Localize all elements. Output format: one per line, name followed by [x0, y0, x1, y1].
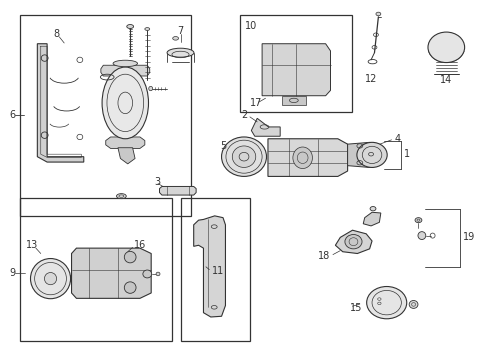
Ellipse shape — [149, 86, 153, 91]
Ellipse shape — [221, 137, 267, 176]
Polygon shape — [65, 275, 74, 282]
Ellipse shape — [293, 147, 313, 168]
Ellipse shape — [156, 272, 160, 276]
Polygon shape — [363, 212, 381, 226]
Ellipse shape — [143, 270, 152, 278]
Text: 13: 13 — [26, 240, 39, 250]
Ellipse shape — [45, 273, 57, 285]
Ellipse shape — [415, 218, 422, 223]
Ellipse shape — [345, 234, 362, 249]
Polygon shape — [268, 139, 347, 176]
Polygon shape — [118, 148, 135, 164]
Ellipse shape — [172, 37, 178, 40]
Polygon shape — [282, 96, 306, 105]
Ellipse shape — [376, 12, 381, 16]
Text: 11: 11 — [212, 266, 224, 276]
Text: 4: 4 — [394, 134, 401, 144]
Ellipse shape — [357, 142, 387, 167]
Ellipse shape — [117, 194, 126, 199]
Polygon shape — [335, 230, 372, 253]
Polygon shape — [72, 248, 151, 298]
Ellipse shape — [370, 207, 376, 211]
Ellipse shape — [367, 287, 407, 319]
Text: 6: 6 — [9, 111, 16, 121]
Polygon shape — [262, 44, 331, 96]
Text: 19: 19 — [463, 232, 475, 242]
Text: 14: 14 — [440, 75, 452, 85]
Text: 18: 18 — [318, 251, 331, 261]
Polygon shape — [106, 137, 145, 148]
Text: 12: 12 — [365, 74, 377, 84]
Polygon shape — [159, 186, 196, 195]
Text: 7: 7 — [177, 26, 184, 36]
Ellipse shape — [124, 282, 136, 293]
Bar — [20, 198, 172, 341]
Text: 17: 17 — [250, 98, 262, 108]
Text: 1: 1 — [404, 149, 411, 159]
Ellipse shape — [30, 258, 71, 299]
Text: 2: 2 — [242, 111, 248, 121]
Text: 15: 15 — [349, 303, 362, 314]
Bar — [240, 15, 352, 112]
Bar — [20, 15, 191, 216]
Ellipse shape — [409, 301, 418, 309]
Ellipse shape — [428, 32, 465, 63]
Text: 5: 5 — [220, 140, 227, 150]
Text: 10: 10 — [245, 21, 257, 31]
Polygon shape — [194, 216, 225, 317]
Ellipse shape — [418, 231, 426, 239]
Ellipse shape — [113, 60, 138, 67]
Polygon shape — [347, 142, 374, 167]
Polygon shape — [251, 118, 280, 136]
Ellipse shape — [127, 24, 134, 28]
Text: 3: 3 — [155, 177, 161, 187]
Ellipse shape — [124, 251, 136, 263]
Bar — [181, 198, 250, 341]
Ellipse shape — [167, 48, 194, 57]
Text: 8: 8 — [54, 30, 60, 39]
Text: 9: 9 — [9, 268, 16, 278]
Polygon shape — [37, 44, 84, 162]
Ellipse shape — [102, 67, 148, 139]
Ellipse shape — [145, 28, 150, 31]
Polygon shape — [374, 300, 389, 306]
Polygon shape — [101, 65, 150, 76]
Text: 16: 16 — [134, 240, 146, 250]
Ellipse shape — [232, 146, 256, 167]
